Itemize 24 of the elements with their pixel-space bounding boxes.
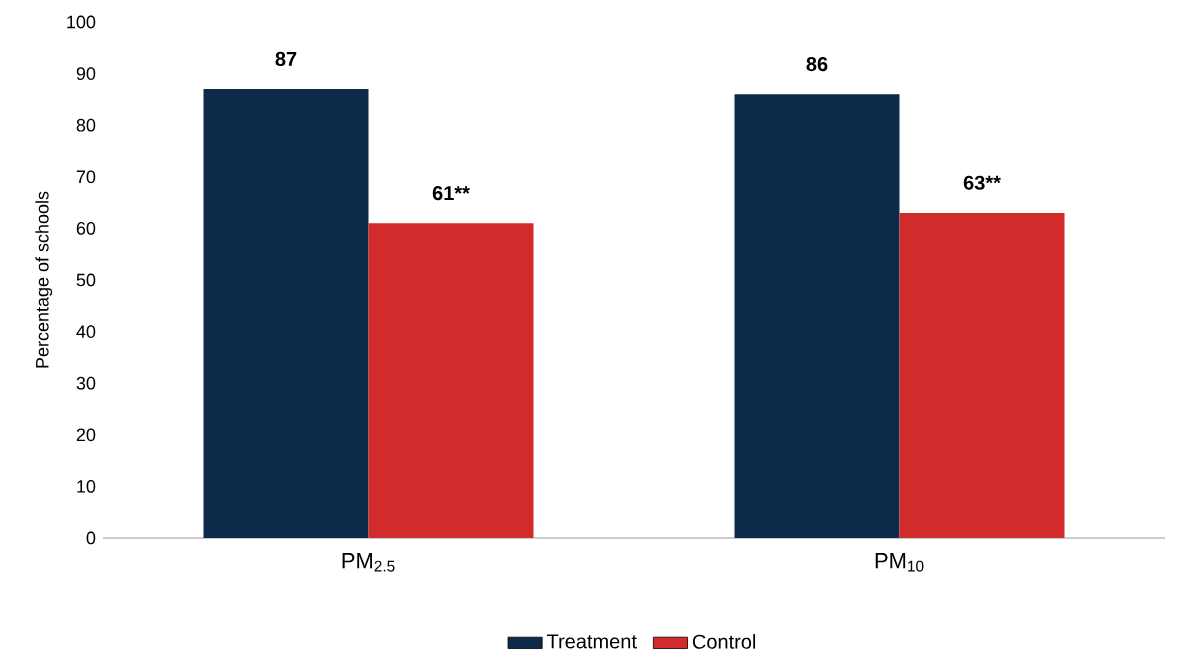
x-tick-label: PM$_{10}$: [875, 553, 924, 572]
y-tick-label: 50: [76, 273, 96, 287]
y-tick-label: 30: [76, 377, 96, 390]
data-label: 61**: [432, 186, 470, 201]
y-tick-label: 20: [76, 428, 96, 442]
bar: [734, 94, 900, 539]
y-tick-label: 90: [76, 67, 96, 81]
data-label: 86: [806, 57, 828, 72]
data-label: 87: [275, 52, 297, 67]
legend-label: Treatment: [547, 634, 637, 649]
y-tick-label: 10: [77, 480, 96, 493]
y-tick-label: 0: [86, 531, 96, 545]
y-tick-label: 70: [76, 170, 96, 184]
bar: [203, 89, 369, 539]
bar: [368, 223, 534, 539]
y-tick-label: 60: [76, 222, 96, 235]
y-tick-label: 40: [76, 325, 96, 339]
y-tick-label: 80: [76, 119, 96, 132]
data-label: 63**: [963, 175, 1001, 191]
bar: [899, 213, 1065, 539]
y-axis-title: Percentage of schools: [35, 191, 53, 368]
x-tick-label: PM$_{2.5}$: [342, 553, 395, 572]
legend-label: Control: [692, 634, 756, 649]
y-tick-label: 100: [67, 15, 96, 29]
